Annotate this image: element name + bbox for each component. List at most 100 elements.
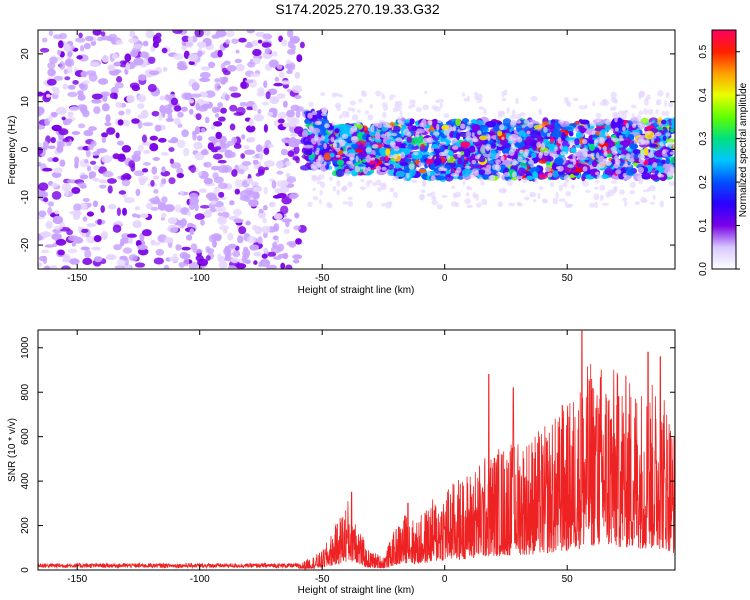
heatmap-cell <box>46 93 51 98</box>
heatmap-cell <box>116 259 126 266</box>
heatmap-cell <box>347 181 353 188</box>
heatmap-cell <box>105 254 117 261</box>
heatmap-cell <box>601 202 609 206</box>
x-tick-label: 0 <box>442 574 448 585</box>
heatmap-cell <box>477 153 482 157</box>
heatmap-cell <box>113 244 122 251</box>
heatmap-cell <box>68 235 79 242</box>
heatmap-cell <box>231 38 239 44</box>
heatmap-cell <box>644 99 649 106</box>
heatmap-cell <box>565 191 572 197</box>
heatmap-cell <box>342 157 351 162</box>
heatmap-cell <box>314 120 322 126</box>
heatmap-cell <box>436 123 440 131</box>
heatmap-cell <box>437 98 445 103</box>
heatmap-cell <box>508 135 514 142</box>
heatmap-cell <box>137 94 146 103</box>
heatmap-cell <box>234 179 244 188</box>
heatmap-cell <box>320 135 325 141</box>
heatmap-cell <box>188 53 199 62</box>
heatmap-cell <box>38 142 43 147</box>
heatmap-cell <box>208 234 217 243</box>
heatmap-cell <box>500 155 505 162</box>
snr-x-axis: -150 -100 -50 0 50 <box>67 330 573 585</box>
heatmap-cell <box>217 165 228 173</box>
heatmap-cell <box>619 135 623 139</box>
heatmap-cell <box>48 30 54 37</box>
heatmap-cell <box>464 119 469 128</box>
heatmap-cell <box>164 107 173 115</box>
heatmap-cell <box>352 114 359 121</box>
heatmap-cell <box>164 237 174 244</box>
heatmap-cell <box>541 198 549 204</box>
heatmap-cell <box>207 142 215 151</box>
heatmap-cell <box>191 82 200 91</box>
heatmap-cell <box>263 160 275 168</box>
heatmap-cell <box>162 66 168 72</box>
heatmap-cell <box>287 150 295 157</box>
heatmap-cell <box>231 136 238 144</box>
heatmap-cell <box>93 165 100 171</box>
heatmap-cell <box>312 196 319 201</box>
heatmap-cell <box>668 181 675 187</box>
heatmap-cell <box>161 166 166 173</box>
heatmap-cell <box>446 155 451 160</box>
heatmap-cell <box>422 104 430 111</box>
heatmap-cell <box>77 93 86 101</box>
heatmap-cell <box>115 220 123 226</box>
heatmap-cell <box>431 144 439 149</box>
heatmap-cell <box>464 148 471 158</box>
heatmap-cell <box>654 132 662 137</box>
heatmap-cell <box>539 109 542 116</box>
heatmap-cell <box>474 120 485 126</box>
heatmap-cell <box>38 210 47 217</box>
heatmap-cell <box>436 203 443 210</box>
heatmap-cell <box>199 205 210 209</box>
heatmap-cell <box>199 91 208 98</box>
heatmap-cell <box>233 112 244 116</box>
heatmap-cell <box>478 176 484 182</box>
heatmap-cell <box>465 131 472 138</box>
heatmap-cell <box>361 90 368 98</box>
heatmap-cell <box>120 241 125 247</box>
heatmap-cell <box>438 151 445 157</box>
heatmap-cell <box>224 94 230 101</box>
heatmap-cell <box>177 111 184 118</box>
heatmap-cell <box>223 60 231 66</box>
heatmap-cell <box>473 91 479 96</box>
heatmap-cell <box>75 37 86 43</box>
heatmap-cell <box>208 196 219 202</box>
heatmap-cell <box>204 90 216 98</box>
heatmap-cell <box>522 159 527 163</box>
heatmap-cell <box>102 170 114 178</box>
heatmap-cell <box>603 150 608 155</box>
heatmap-cell <box>112 69 122 74</box>
heatmap-cell <box>379 182 387 188</box>
heatmap-cell <box>319 189 323 196</box>
heatmap-cell <box>121 179 131 187</box>
heatmap-cell <box>349 127 354 135</box>
heatmap-cell <box>457 151 462 158</box>
heatmap-cell <box>485 121 497 128</box>
heatmap-cell <box>168 177 176 185</box>
heatmap-cell <box>389 187 395 193</box>
heatmap-cell <box>612 138 619 143</box>
heatmap-cell <box>638 110 644 116</box>
heatmap-cell <box>125 174 132 180</box>
heatmap-cell <box>349 100 356 106</box>
y-tick-label: 1000 <box>20 336 31 359</box>
heatmap-cell <box>86 165 92 172</box>
heatmap-cell <box>549 181 555 188</box>
heatmap-cell <box>293 145 300 155</box>
heatmap-cell <box>323 142 327 150</box>
heatmap-cell <box>431 200 439 206</box>
heatmap-cell <box>614 116 618 123</box>
heatmap-cell <box>366 181 370 188</box>
heatmap-cell <box>368 136 372 141</box>
heatmap-cell <box>273 223 280 232</box>
heatmap-cell <box>304 149 313 156</box>
heatmap-cell <box>453 164 464 169</box>
heatmap-cell <box>213 186 220 196</box>
heatmap-cell <box>73 203 82 212</box>
heatmap-cell <box>515 113 522 120</box>
